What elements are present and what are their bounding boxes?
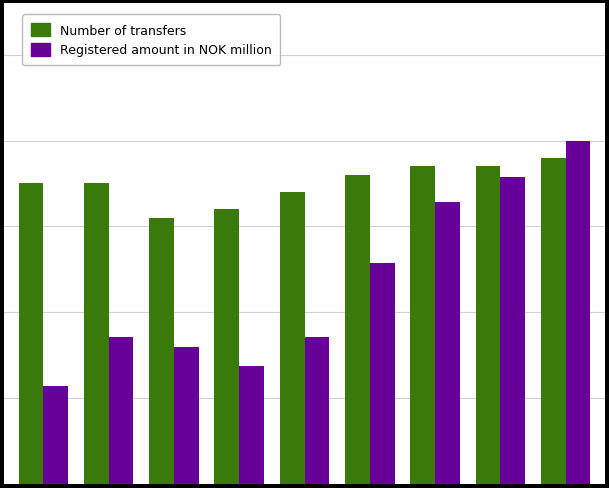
Bar — [541, 158, 566, 484]
Bar — [174, 347, 199, 484]
Bar — [239, 366, 264, 484]
Bar — [214, 210, 239, 484]
Bar — [108, 337, 133, 484]
Bar — [566, 141, 591, 484]
Legend: Number of transfers, Registered amount in NOK million: Number of transfers, Registered amount i… — [23, 15, 280, 66]
Bar — [345, 176, 370, 484]
Bar — [304, 337, 329, 484]
Bar — [476, 167, 501, 484]
Bar — [84, 184, 108, 484]
Bar — [410, 167, 435, 484]
Bar — [501, 178, 525, 484]
Bar — [43, 386, 68, 484]
Bar — [18, 184, 43, 484]
Bar — [149, 218, 174, 484]
Bar — [280, 193, 304, 484]
Bar — [370, 264, 395, 484]
Bar — [435, 203, 460, 484]
